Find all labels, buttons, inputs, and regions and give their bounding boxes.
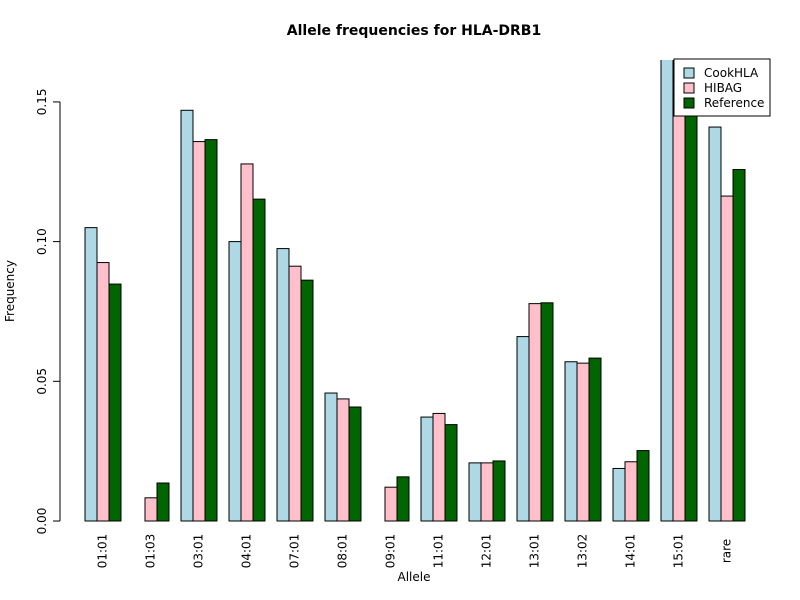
bar-cookhla-08-01 [324,392,338,522]
bar-reference-08-01 [348,406,362,522]
legend-swatch [683,82,695,94]
y-tick-label: 0.10 [35,228,49,255]
bar-cookhla-13-01 [516,336,530,522]
bars [84,60,746,522]
x-tick-label: 08:01 [336,534,350,569]
bar-reference-11-01 [444,424,458,522]
x-tick-label: 11:01 [432,534,446,569]
bar-reference-07-01 [300,279,314,522]
x-tick-label: 12:01 [480,534,494,569]
bar-cookhla-07-01 [276,248,290,522]
bar-reference-01-03 [156,482,170,522]
y-axis-label: Frequency [3,260,17,322]
bar-hibag-08-01 [336,398,350,522]
bar-cookhla-04-01 [228,241,242,522]
chart-title: Allele frequencies for HLA-DRB1 [287,23,541,39]
legend-swatch [683,97,695,109]
bar-hibag-09-01 [384,486,398,522]
bar-cookhla-14-01 [612,467,626,522]
bar-cookhla-11-01 [420,416,434,522]
legend-label: CookHLA [704,66,759,80]
bar-hibag-12-01 [480,462,494,522]
x-tick-label: 04:01 [240,534,254,569]
x-tick-label: 14:01 [624,534,638,569]
y-tick-label: 0.00 [35,508,49,535]
bar-reference-13-01 [540,302,554,522]
legend-label: Reference [704,96,764,110]
bar-reference-12-01 [492,460,506,522]
bar-hibag-15-01 [672,76,686,522]
x-tick-label: 15:01 [672,534,686,569]
bar-hibag-01-03 [144,497,158,522]
bar-hibag-07-01 [288,265,302,522]
bar-reference-01-01 [108,283,122,522]
bar-cookhla-rare [708,126,722,522]
bar-reference-03-01 [204,139,218,522]
x-tick-label: 01:03 [144,534,158,569]
bar-reference-09-01 [396,476,410,522]
bar-hibag-13-01 [528,303,542,522]
bar-reference-rare [732,169,746,522]
bar-hibag-04-01 [240,163,254,522]
y-tick-label: 0.05 [35,368,49,395]
bar-reference-14-01 [636,450,650,522]
x-tick-label: 13:02 [576,534,590,569]
x-tick-label: 01:01 [96,534,110,569]
x-tick-label: 13:01 [528,534,542,569]
x-tick-labels: 01:01 01:03 03:01 04:01 07:01 08:01 09:01 11:01… [96,534,734,569]
bar-cookhla-12-01 [468,462,482,522]
bar-hibag-11-01 [432,412,446,522]
bar-hibag-01-01 [96,262,110,522]
bar-hibag-14-01 [624,461,638,522]
bar-reference-13-02 [588,357,602,522]
bar-cookhla-03-01 [180,109,194,522]
y-tick-label: 0.15 [35,89,49,116]
x-tick-label: 07:01 [288,534,302,569]
legend-swatch [683,67,695,79]
bar-hibag-13-02 [576,362,590,522]
y-axis: 0.00 0.05 0.10 0.15 [35,89,61,535]
x-tick-label: rare [720,539,734,563]
legend-label: HIBAG [704,81,742,95]
bar-reference-15-01 [684,70,698,522]
x-tick-label: 03:01 [192,534,206,569]
bar-cookhla-13-02 [564,361,578,522]
bar-cookhla-01-01 [84,227,98,522]
bar-hibag-rare [720,195,734,522]
bar-hibag-03-01 [192,141,206,522]
bar-reference-04-01 [252,198,266,522]
x-axis-label: Allele [398,570,431,584]
bar-cookhla-15-01 [660,60,674,522]
x-tick-label: 09:01 [384,534,398,569]
